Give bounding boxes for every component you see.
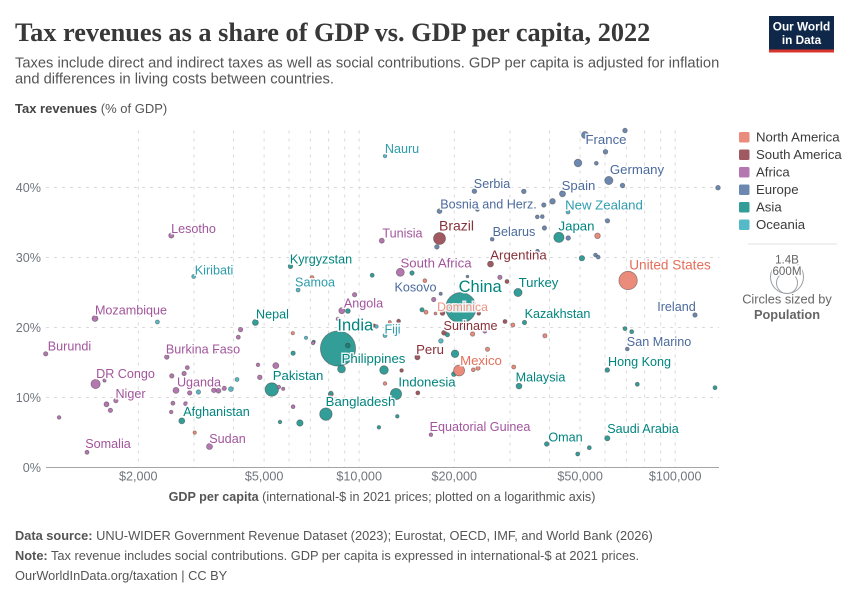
svg-text:Taxes include direct and indir: Taxes include direct and indirect taxes … bbox=[15, 56, 719, 72]
svg-text:$10,000: $10,000 bbox=[336, 470, 382, 484]
svg-text:Kazakhstan: Kazakhstan bbox=[525, 307, 591, 321]
svg-text:Peru: Peru bbox=[416, 342, 444, 357]
svg-text:Suriname: Suriname bbox=[444, 319, 498, 333]
svg-text:Tunisia: Tunisia bbox=[382, 227, 422, 241]
svg-text:Turkey: Turkey bbox=[519, 275, 559, 290]
svg-text:Oceania: Oceania bbox=[756, 217, 806, 232]
svg-text:Bangladesh: Bangladesh bbox=[326, 394, 396, 409]
svg-text:DR Congo: DR Congo bbox=[96, 367, 155, 381]
svg-text:Equatorial Guinea: Equatorial Guinea bbox=[430, 420, 531, 434]
svg-text:China: China bbox=[459, 278, 503, 296]
svg-text:Philippines: Philippines bbox=[342, 351, 406, 366]
svg-text:San Marino: San Marino bbox=[627, 335, 691, 349]
svg-text:Europe: Europe bbox=[756, 182, 799, 197]
svg-text:Circles sized by: Circles sized by bbox=[742, 292, 832, 307]
svg-text:Belarus: Belarus bbox=[493, 225, 536, 239]
svg-text:Samoa: Samoa bbox=[295, 276, 335, 290]
svg-text:1.4B: 1.4B bbox=[775, 254, 799, 267]
svg-text:Niger: Niger bbox=[115, 387, 145, 401]
svg-text:Kosovo: Kosovo bbox=[394, 281, 436, 295]
svg-text:Population: Population bbox=[754, 307, 820, 322]
svg-text:10%: 10% bbox=[16, 391, 41, 405]
svg-text:Kiribati: Kiribati bbox=[195, 264, 234, 278]
svg-text:Africa: Africa bbox=[756, 165, 790, 180]
svg-text:20%: 20% bbox=[16, 321, 41, 335]
svg-text:Note: Tax revenue includes soc: Note: Tax revenue includes social contri… bbox=[15, 548, 639, 563]
svg-text:Data source: UNU-WIDER Governm: Data source: UNU-WIDER Government Revenu… bbox=[15, 528, 653, 543]
svg-text:Tax revenues as a share of GDP: Tax revenues as a share of GDP vs. GDP p… bbox=[15, 18, 650, 47]
svg-text:Angola: Angola bbox=[344, 297, 383, 311]
svg-text:$2,000: $2,000 bbox=[119, 470, 158, 484]
svg-text:South Africa: South Africa bbox=[400, 256, 472, 271]
svg-text:0%: 0% bbox=[23, 461, 41, 475]
svg-text:South America: South America bbox=[756, 147, 842, 162]
svg-text:Asia: Asia bbox=[756, 200, 782, 215]
svg-text:Saudi Arabia: Saudi Arabia bbox=[607, 422, 678, 436]
svg-text:$50,000: $50,000 bbox=[557, 470, 603, 484]
svg-text:in Data: in Data bbox=[782, 33, 822, 47]
svg-text:and differences in living cost: and differences in living costs between … bbox=[15, 72, 334, 88]
svg-text:Pakistan: Pakistan bbox=[273, 368, 324, 383]
svg-text:Uganda: Uganda bbox=[177, 376, 221, 390]
svg-text:Hong Kong: Hong Kong bbox=[608, 355, 671, 369]
svg-text:Oman: Oman bbox=[548, 431, 582, 445]
svg-text:Afghanistan: Afghanistan bbox=[183, 405, 250, 419]
svg-text:France: France bbox=[585, 132, 626, 147]
svg-text:40%: 40% bbox=[16, 181, 41, 195]
svg-text:600M: 600M bbox=[772, 265, 801, 278]
svg-text:Burkina Faso: Burkina Faso bbox=[166, 343, 240, 357]
svg-text:Kyrgyzstan: Kyrgyzstan bbox=[290, 253, 352, 267]
svg-text:Lesotho: Lesotho bbox=[171, 222, 216, 236]
svg-text:$100,000: $100,000 bbox=[649, 470, 702, 484]
svg-text:Burundi: Burundi bbox=[48, 340, 91, 354]
svg-text:Malaysia: Malaysia bbox=[516, 371, 566, 385]
svg-text:Mexico: Mexico bbox=[460, 353, 502, 368]
svg-text:Somalia: Somalia bbox=[85, 437, 131, 451]
svg-text:Spain: Spain bbox=[562, 178, 596, 193]
svg-text:Ireland: Ireland bbox=[657, 300, 696, 314]
svg-text:Japan: Japan bbox=[559, 219, 595, 234]
svg-text:United States: United States bbox=[629, 258, 711, 273]
svg-text:North America: North America bbox=[756, 130, 840, 145]
svg-text:Germany: Germany bbox=[610, 162, 665, 177]
svg-text:Nauru: Nauru bbox=[385, 142, 419, 156]
svg-text:Tax revenues (% of GDP): Tax revenues (% of GDP) bbox=[15, 101, 167, 116]
svg-text:OurWorldInData.org/taxation |: OurWorldInData.org/taxation | CC BY bbox=[15, 568, 228, 583]
svg-text:$5,000: $5,000 bbox=[245, 470, 284, 484]
svg-text:GDP per capita (international-: GDP per capita (international-$ in 2021 … bbox=[169, 490, 596, 504]
svg-text:Indonesia: Indonesia bbox=[398, 375, 456, 390]
svg-text:Dominica: Dominica bbox=[437, 300, 488, 314]
svg-text:Serbia: Serbia bbox=[474, 177, 510, 191]
svg-text:New Zealand: New Zealand bbox=[565, 198, 643, 213]
svg-text:India: India bbox=[337, 317, 374, 335]
svg-text:Our World: Our World bbox=[773, 20, 830, 34]
svg-text:Bosnia and Herz.: Bosnia and Herz. bbox=[440, 198, 537, 212]
svg-text:Argentina: Argentina bbox=[490, 248, 547, 263]
svg-text:Fiji: Fiji bbox=[384, 323, 400, 337]
svg-text:Nepal: Nepal bbox=[256, 308, 289, 322]
svg-text:Mozambique: Mozambique bbox=[95, 304, 167, 318]
svg-text:$20,000: $20,000 bbox=[432, 470, 478, 484]
svg-text:Brazil: Brazil bbox=[439, 218, 474, 234]
svg-text:30%: 30% bbox=[16, 251, 41, 265]
svg-text:Sudan: Sudan bbox=[209, 432, 245, 446]
